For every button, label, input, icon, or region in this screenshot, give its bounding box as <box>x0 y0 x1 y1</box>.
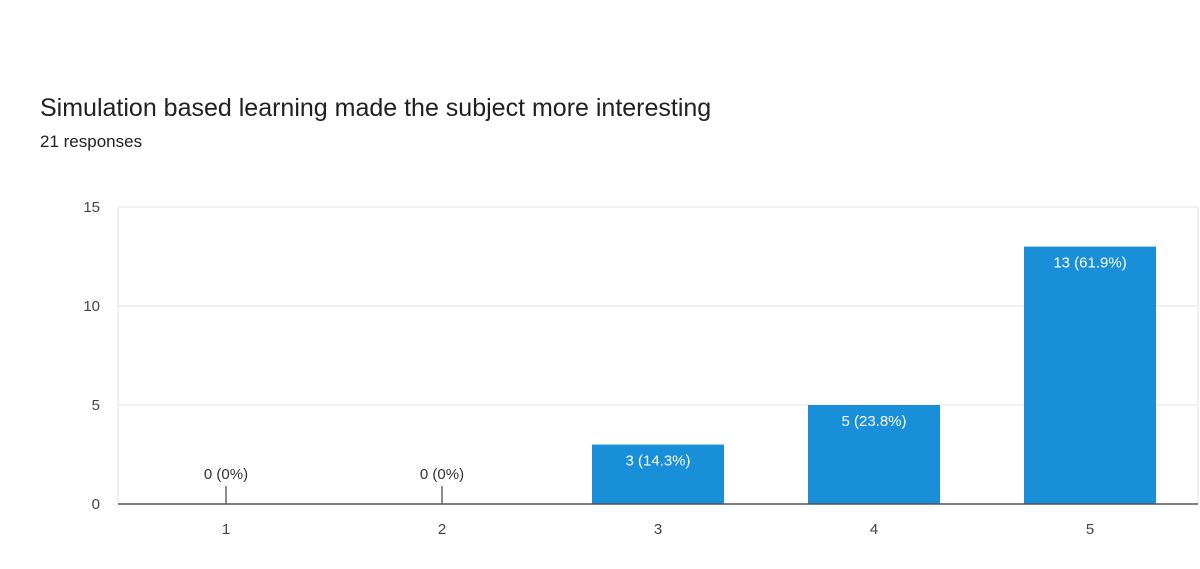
data-label: 0 (0%) <box>420 466 464 483</box>
x-tick-label: 1 <box>222 521 230 538</box>
y-tick-label: 10 <box>83 298 100 315</box>
response-count: 21 responses <box>40 132 143 151</box>
bar <box>1024 246 1156 504</box>
y-tick-label: 5 <box>92 397 100 414</box>
data-label: 13 (61.9%) <box>1053 255 1126 272</box>
data-label: 0 (0%) <box>204 466 248 483</box>
chart-title: Simulation based learning made the subje… <box>40 94 712 122</box>
chart-header: Simulation based learning made the subje… <box>40 92 711 152</box>
bar <box>592 444 724 504</box>
bar <box>808 405 940 504</box>
x-tick-label: 2 <box>438 521 446 538</box>
y-tick-label: 15 <box>83 199 100 216</box>
x-tick-label: 3 <box>654 521 662 538</box>
data-label: 5 (23.8%) <box>841 413 906 430</box>
x-tick-label: 5 <box>1086 521 1094 538</box>
y-tick-label: 0 <box>92 496 100 513</box>
x-tick-label: 4 <box>870 521 878 538</box>
data-label: 3 (14.3%) <box>625 453 690 470</box>
